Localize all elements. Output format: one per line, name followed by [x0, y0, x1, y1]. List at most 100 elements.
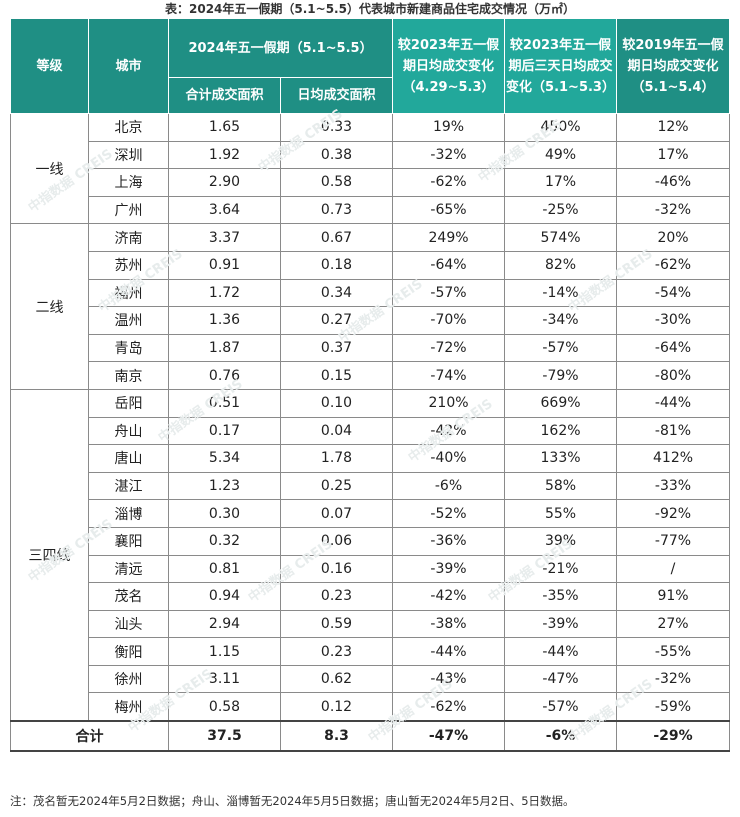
header-total-area: 合计成交面积 [168, 77, 281, 114]
total-cell-c3: -29% [616, 720, 731, 753]
table-row: 深圳 1.92 0.38 -32% 49% 17% [11, 140, 731, 170]
cell-c2: 55% [504, 499, 618, 528]
cell-c1: -70% [392, 306, 506, 335]
cell-c3: -54% [616, 278, 731, 308]
cell-c3: -92% [616, 499, 731, 528]
total-cell-c2: -6% [504, 720, 618, 753]
header-vs-2023-holiday: 较2023年五一假期日均成交变化（4.29~5.3） [392, 18, 506, 114]
cell-total: 0.58 [168, 692, 281, 722]
cell-city: 福州 [88, 278, 169, 308]
cell-c3: 412% [616, 444, 731, 473]
cell-c1: -6% [392, 471, 506, 501]
cell-daily: 0.73 [279, 195, 394, 225]
cell-total: 0.94 [168, 582, 281, 611]
cell-c1: -44% [392, 637, 506, 666]
cell-c2: 162% [504, 416, 618, 446]
cell-daily: 0.58 [279, 168, 394, 197]
cell-c1: 210% [392, 388, 506, 418]
cell-daily: 0.33 [279, 113, 394, 142]
cell-city: 广州 [88, 195, 169, 225]
cell-c1: -65% [392, 195, 506, 225]
cell-city: 唐山 [88, 444, 169, 473]
cell-c2: 17% [504, 168, 618, 197]
cell-daily: 0.25 [279, 471, 394, 501]
cell-c1: -64% [392, 250, 506, 280]
cell-c2: -57% [504, 333, 618, 363]
cell-daily: 0.38 [279, 140, 394, 170]
table-title: 表：2024年五一假期（5.1~5.5）代表城市新建商品住宅成交情况（万㎡） [165, 2, 575, 16]
cell-daily: 0.10 [279, 388, 394, 418]
cell-c1: -40% [392, 444, 506, 473]
cell-c2: -35% [504, 582, 618, 611]
total-label: 合计 [10, 720, 169, 753]
cell-total: 3.64 [168, 195, 281, 225]
table-row: 襄阳 0.32 0.06 -36% 39% -77% [11, 526, 731, 556]
table-row: 清远 0.81 0.16 -39% -21% / [11, 554, 731, 584]
header-period-2024: 2024年五一假期（5.1~5.5） [167, 18, 394, 78]
table-row: 唐山 5.34 1.78 -40% 133% 412% [11, 444, 731, 473]
cell-total: 0.30 [168, 499, 281, 528]
table-row: 南京 0.76 0.15 -74% -79% -80% [11, 361, 731, 390]
cell-total: 3.37 [168, 223, 281, 252]
cell-daily: 0.59 [279, 609, 394, 639]
table-row: 湛江 1.23 0.25 -6% 58% -33% [11, 471, 731, 501]
cell-daily: 0.06 [279, 526, 394, 556]
cell-c1: -62% [392, 692, 506, 722]
cell-c1: -36% [392, 526, 506, 556]
cell-total: 1.23 [168, 471, 281, 501]
cell-city: 梅州 [88, 692, 169, 722]
cell-c1: -72% [392, 333, 506, 363]
cell-daily: 0.23 [279, 582, 394, 611]
cell-c3: -32% [616, 195, 731, 225]
cell-c3: -46% [616, 168, 731, 197]
cell-total: 0.51 [168, 388, 281, 418]
cell-city: 衡阳 [88, 637, 169, 666]
cell-c3: -64% [616, 333, 731, 363]
table-row: 青岛 1.87 0.37 -72% -57% -64% [11, 333, 731, 363]
total-cell-total: 37.5 [168, 720, 281, 753]
table-row: 一线 北京 1.65 0.33 19% 450% 12% [10, 112, 731, 225]
cell-c2: 669% [504, 388, 618, 418]
table-row: 苏州 0.91 0.18 -64% 82% -62% [11, 250, 731, 280]
cell-c2: 450% [504, 113, 618, 142]
cell-c2: -44% [504, 637, 618, 666]
total-row: 合计 37.5 8.3 -47% -6% -29% [10, 720, 731, 753]
cell-daily: 0.37 [279, 333, 394, 363]
cell-daily: 0.07 [279, 499, 394, 528]
cell-c2: -14% [504, 278, 618, 308]
cell-city: 湛江 [88, 471, 169, 501]
cell-c2: -79% [504, 361, 618, 390]
cell-c2: -57% [504, 692, 618, 722]
cell-c2: -47% [504, 664, 618, 694]
cell-daily: 1.78 [279, 444, 394, 473]
cell-c1: -74% [392, 361, 506, 390]
cell-c1: 19% [392, 113, 506, 142]
cell-c3: -33% [616, 471, 731, 501]
table-row: 福州 1.72 0.34 -57% -14% -54% [11, 278, 731, 308]
cell-daily: 0.04 [279, 416, 394, 446]
cell-c2: -21% [504, 554, 618, 584]
cell-c2: 574% [504, 223, 618, 252]
cell-city: 南京 [88, 361, 169, 390]
cell-total: 1.36 [168, 306, 281, 335]
cell-total: 0.32 [168, 526, 281, 556]
cell-c1: -43% [392, 664, 506, 694]
cell-c1: -52% [392, 499, 506, 528]
cell-total: 1.15 [168, 637, 281, 666]
table-row: 上海 2.90 0.58 -62% 17% -46% [11, 168, 731, 197]
cell-c1: -38% [392, 609, 506, 639]
cell-c2: -34% [504, 306, 618, 335]
cell-daily: 0.34 [279, 278, 394, 308]
cell-c3: 12% [616, 113, 731, 142]
table-row: 淄博 0.30 0.07 -52% 55% -92% [11, 499, 731, 528]
cell-city: 淄博 [88, 499, 169, 528]
table-row: 二线 济南 3.37 0.67 249% 574% 20% [10, 223, 731, 390]
cell-city: 徐州 [88, 664, 169, 694]
cell-city: 襄阳 [88, 526, 169, 556]
grade-cell: 二线 [10, 223, 89, 390]
cell-city: 舟山 [88, 416, 169, 446]
cell-total: 1.65 [168, 113, 281, 142]
cell-daily: 0.62 [279, 664, 394, 694]
cell-c1: 249% [392, 223, 506, 252]
cell-daily: 0.15 [279, 361, 394, 390]
